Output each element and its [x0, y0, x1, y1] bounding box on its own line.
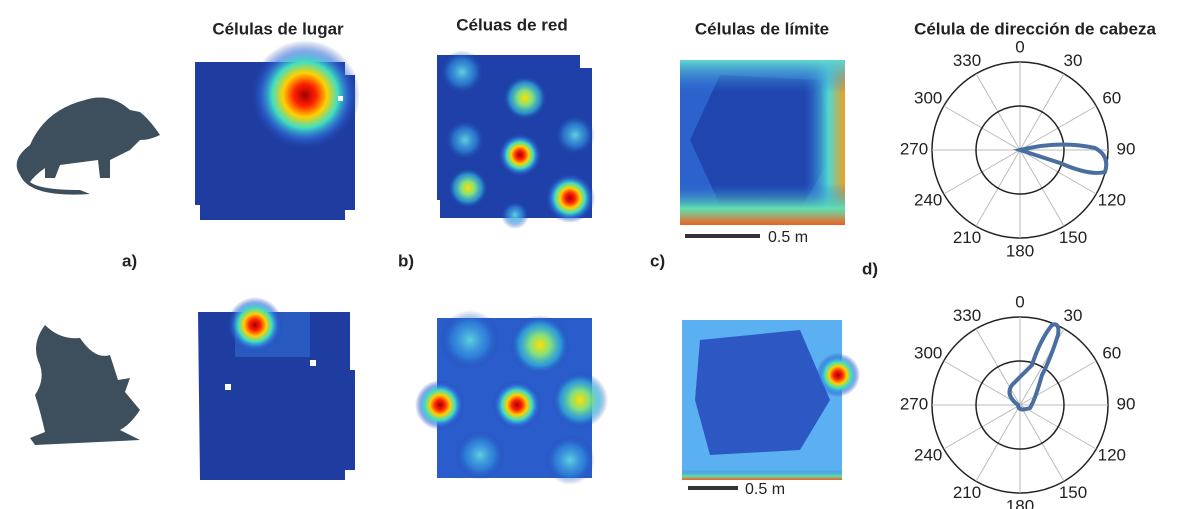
angle-label: 60: [1102, 343, 1121, 362]
column-title: Céluas de red: [456, 15, 568, 34]
angle-label: 270: [900, 394, 928, 413]
angle-label: 330: [953, 306, 981, 325]
column-title: Célula de dirección de cabeza: [914, 19, 1156, 38]
angle-label: 90: [1117, 139, 1136, 158]
column-title: Células de lugar: [212, 19, 344, 38]
bat-silhouette: [30, 325, 140, 445]
figure: Células de lugar Céluas de red Células d…: [0, 0, 1200, 509]
angle-label: 150: [1059, 228, 1087, 247]
angle-label: 120: [1098, 445, 1126, 464]
scale-bar-label: 0.5 m: [768, 229, 808, 246]
angle-label: 300: [914, 343, 942, 362]
rat-silhouette: [17, 98, 160, 195]
border-cell-map: [680, 60, 845, 225]
angle-label: 150: [1059, 483, 1087, 502]
place-cell-map: [198, 297, 355, 480]
angle-label: 270: [900, 139, 928, 158]
angle-label: 240: [914, 445, 942, 464]
polar-plot: 0 30 60 90 120 150 180 210 240 270 300 330: [900, 292, 1136, 509]
angle-label: 30: [1064, 51, 1083, 70]
panel-label: a): [122, 251, 137, 270]
angle-label: 0: [1015, 37, 1024, 56]
border-cell-map: [682, 320, 860, 480]
polar-plot: 0 30 60 90 120 150 180 210 240 270 300 330: [900, 37, 1136, 260]
angle-label: 180: [1006, 241, 1034, 260]
angle-label: 210: [953, 483, 981, 502]
scale-bar-label: 0.5 m: [745, 481, 785, 498]
angle-label: 240: [914, 190, 942, 209]
panel-label: d): [862, 259, 878, 278]
angle-label: 120: [1098, 190, 1126, 209]
panel-label: b): [398, 251, 414, 270]
angle-label: 210: [953, 228, 981, 247]
angle-label: 300: [914, 88, 942, 107]
column-title: Células de límite: [695, 19, 829, 38]
place-cell-map: [195, 40, 360, 220]
angle-label: 180: [1006, 496, 1034, 509]
angle-label: 90: [1117, 394, 1136, 413]
grid-cell-map: [437, 50, 595, 229]
grid-cell-map: [415, 310, 608, 485]
angle-label: 60: [1102, 88, 1121, 107]
panel-label: c): [650, 251, 665, 270]
angle-label: 0: [1015, 292, 1024, 311]
angle-label: 30: [1064, 306, 1083, 325]
angle-label: 330: [953, 51, 981, 70]
